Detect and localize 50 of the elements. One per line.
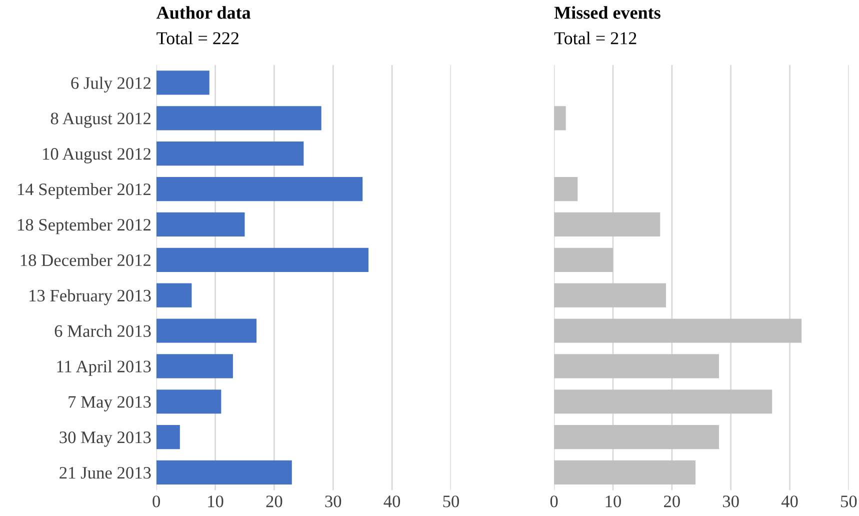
y-tick-label: 6 March 2013 — [54, 324, 151, 337]
y-tick-label: 7 May 2013 — [68, 396, 151, 412]
bar — [554, 425, 720, 450]
chart-title: Missed events — [554, 6, 660, 19]
x-tick-label: 20 — [664, 496, 680, 508]
x-tick-label: 40 — [781, 496, 798, 508]
bar — [156, 212, 245, 237]
x-tick-label: 10 — [606, 496, 621, 508]
bar — [156, 283, 192, 308]
x-tick-label: 30 — [722, 496, 739, 508]
y-tick-label: 30 May 2013 — [60, 432, 151, 447]
x-tick-label: 50 — [443, 496, 459, 508]
bar — [554, 390, 772, 414]
y-tick-label: 21 June 2013 — [60, 466, 151, 479]
y-tick-label: 14 September 2012 — [18, 183, 151, 199]
bar — [156, 106, 322, 130]
y-tick-label: 11 April 2013 — [57, 360, 151, 376]
bar — [554, 283, 666, 308]
x-tick-label: 10 — [208, 496, 224, 508]
bar — [156, 354, 233, 378]
chart-subtitle: Total = 222 — [156, 32, 238, 44]
bar — [554, 318, 802, 343]
y-tick-label: 6 July 2012 — [71, 76, 151, 92]
bar — [156, 460, 292, 485]
x-tick-label: 50 — [841, 496, 857, 508]
y-tick-label: 13 February 2013 — [30, 289, 151, 306]
bar — [554, 354, 720, 378]
bar — [554, 248, 613, 272]
bar — [156, 70, 210, 95]
bar — [554, 460, 696, 485]
bar — [156, 248, 368, 272]
x-tick-label: 20 — [266, 496, 282, 508]
bar — [554, 176, 578, 202]
bar — [156, 176, 363, 202]
bar — [156, 142, 304, 166]
bar — [156, 318, 257, 343]
chart-subtitle: Total = 212 — [554, 32, 636, 44]
bar — [156, 425, 180, 450]
y-tick-label: 18 September 2012 — [18, 218, 151, 234]
x-tick-label: 30 — [325, 496, 342, 508]
chart-title: Author data — [156, 6, 251, 19]
x-tick-label: 40 — [384, 496, 400, 508]
x-tick-label: 0 — [550, 496, 558, 508]
x-tick-label: 0 — [152, 496, 160, 508]
bar — [156, 390, 222, 414]
y-tick-label: 10 August 2012 — [43, 148, 151, 164]
bar — [554, 106, 566, 130]
bar — [554, 212, 660, 237]
y-tick-label: 18 December 2012 — [20, 254, 151, 266]
y-tick-label: 8 August 2012 — [50, 112, 151, 128]
